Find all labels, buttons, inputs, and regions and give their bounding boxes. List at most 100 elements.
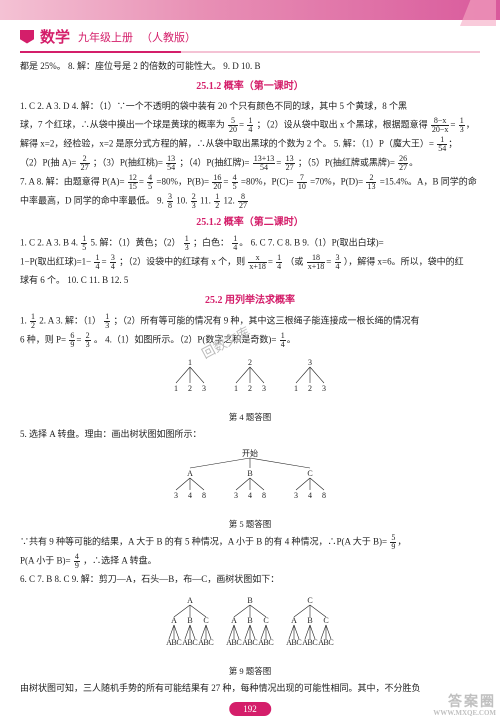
t: 1. <box>20 315 27 325</box>
frac: 45 <box>147 174 153 191</box>
section-title-3: 25.2 用列举法求概率 <box>20 292 480 309</box>
svg-text:C: C <box>263 616 268 625</box>
svg-text:1: 1 <box>294 384 298 393</box>
svg-text:A: A <box>171 616 177 625</box>
t: 11. <box>200 195 211 205</box>
page-number-badge: 192 <box>229 702 271 716</box>
frac: 34 <box>110 254 116 271</box>
svg-text:C: C <box>323 616 328 625</box>
svg-text:C: C <box>328 638 333 647</box>
frac: 710 <box>297 174 307 191</box>
header-stripe <box>0 0 500 20</box>
t: =15.4%。A，B 同学的命 <box>380 176 477 186</box>
s2-l2: 1−P(取出红球)=1− 14= 34 ；（2）设袋中的红球有 x 个，则 xx… <box>20 254 480 271</box>
s3-l7: 由树状图可知，三人随机手势的所有可能结果有 27 种，每种情况出现的可能性相同。… <box>20 681 480 696</box>
t: （或 <box>285 256 303 266</box>
svg-text:C: C <box>236 638 241 647</box>
frac: 14 <box>280 332 286 349</box>
svg-text:C: C <box>307 596 312 605</box>
t: 2. A 3. 解：（1） <box>39 315 101 325</box>
svg-text:C: C <box>307 469 312 478</box>
frac: 23 <box>191 193 197 210</box>
svg-text:A: A <box>187 596 193 605</box>
t: 10. <box>176 195 187 205</box>
t: ），解得 x=6。所以，袋中的红 <box>344 256 464 266</box>
title-row: 数学 九年级上册 （人教版） <box>0 20 500 51</box>
tree-q5: 开始A348B348C348 <box>20 448 480 511</box>
frac: 14 <box>276 254 282 271</box>
tree-q4: 112321233123 <box>20 355 480 404</box>
svg-text:1: 1 <box>234 384 238 393</box>
t: （2）P(抽 A)= <box>20 157 76 167</box>
t: ；（4）P(抽红牌)= <box>179 157 249 167</box>
svg-text:2: 2 <box>308 384 312 393</box>
frac: 1215 <box>128 174 138 191</box>
frac: 69 <box>69 332 75 349</box>
s1-l6: 中率最高，D 同学的命中率最低。 9. 38 10. 23 11. 12 12.… <box>20 193 480 210</box>
frac: 18x+18 <box>307 254 326 271</box>
svg-text:3: 3 <box>262 384 266 393</box>
svg-text:4: 4 <box>188 491 192 500</box>
frac: 13+1354 <box>253 155 276 172</box>
edition-title: （人教版） <box>141 29 196 45</box>
svg-text:2: 2 <box>188 384 192 393</box>
svg-text:B: B <box>247 469 252 478</box>
frac: 227 <box>80 155 90 172</box>
frac: 38 <box>167 193 173 210</box>
t: 球，7 个红球，∴从袋中摸出一个球是黄球的概率为 <box>20 119 225 129</box>
t: 1−P(取出红球)=1− <box>20 256 91 266</box>
watermark-url: WWW.MXQE.COM <box>433 710 496 718</box>
caption-q5: 第 5 题答图 <box>20 517 480 531</box>
t: 12. <box>223 195 234 205</box>
svg-text:4: 4 <box>308 491 312 500</box>
svg-text:开始: 开始 <box>242 448 258 458</box>
pre-line: 都是 25%。 8. 解：座位号是 2 的倍数的可能性大。 9. D 10. B <box>20 59 480 74</box>
page-content: 都是 25%。 8. 解：座位号是 2 的倍数的可能性大。 9. D 10. B… <box>0 53 500 708</box>
svg-text:8: 8 <box>322 491 326 500</box>
svg-text:C: C <box>268 638 273 647</box>
s1-l4: （2）P(抽 A)= 227 ；（3）P(抽红桃)= 1354 ；（4）P(抽红… <box>20 155 480 172</box>
bookmark-icon <box>20 30 34 44</box>
svg-text:3: 3 <box>234 491 238 500</box>
svg-text:1: 1 <box>188 358 192 367</box>
frac: 827 <box>238 193 248 210</box>
s3-l4: ∵共有 9 种等可能的结果，A 大于 B 的有 5 种情况，A 小于 B 的有 … <box>20 534 480 551</box>
s3-l5: P(A 小于 B)= 49 ，∴选择 A 转盘。 <box>20 553 480 570</box>
t: ；白色： <box>193 237 229 247</box>
t: =70%，P(D)= <box>310 176 363 186</box>
site-watermark: 答案圈 WWW.MXQE.COM <box>433 695 496 718</box>
svg-text:4: 4 <box>248 491 252 500</box>
s1-l2: 球，7 个红球，∴从袋中摸出一个球是黄球的概率为 520= 14 ；（2）设从袋… <box>20 117 480 134</box>
svg-text:B: B <box>247 616 252 625</box>
svg-text:B: B <box>247 596 252 605</box>
svg-text:3: 3 <box>202 384 206 393</box>
s1-l5: 7. A 8. 解：由题意得 P(A)= 1215= 45 =80%，P(B)=… <box>20 174 480 191</box>
frac: 15 <box>81 235 87 252</box>
svg-text:2: 2 <box>248 384 252 393</box>
frac: 13 <box>184 235 190 252</box>
frac: 13 <box>459 117 465 134</box>
svg-text:C: C <box>296 638 301 647</box>
t: 中率最高，D 同学的命中率最低。 9. <box>20 195 164 205</box>
grade-title: 九年级上册 <box>78 29 133 45</box>
t: ，∴选择 A 转盘。 <box>83 555 157 565</box>
svg-text:B: B <box>187 616 192 625</box>
t: ；（3）P(抽红桃)= <box>93 157 163 167</box>
svg-text:8: 8 <box>202 491 206 500</box>
s1-l1: 1. C 2. A 3. D 4. 解：（1）∵一个不透明的袋中装有 20 个只… <box>20 99 480 114</box>
s3-l3: 5. 选择 A 转盘。理由：画出树状图如图所示： <box>20 427 480 442</box>
s2-l3: 球有 6 个。 10. C 11. B 12. 5 <box>20 273 480 288</box>
svg-text:C: C <box>192 638 197 647</box>
s2-l1: 1. C 2. A 3. B 4. 15 5. 解：（1）黄色；（2） 13 ；… <box>20 235 480 252</box>
frac: 34 <box>335 254 341 271</box>
svg-text:3: 3 <box>294 491 298 500</box>
frac: 14 <box>94 254 100 271</box>
frac: 49 <box>74 553 80 570</box>
frac: 14 <box>232 235 238 252</box>
frac: 1327 <box>285 155 295 172</box>
frac: 12 <box>214 193 220 210</box>
caption-q9: 第 9 题答图 <box>20 664 480 678</box>
svg-text:B: B <box>307 616 312 625</box>
frac: 520 <box>228 117 238 134</box>
t: ；（2）所有等可能的情况有 9 种，其中这三根绳子能连接成一根长绳的情况有 <box>114 315 420 325</box>
